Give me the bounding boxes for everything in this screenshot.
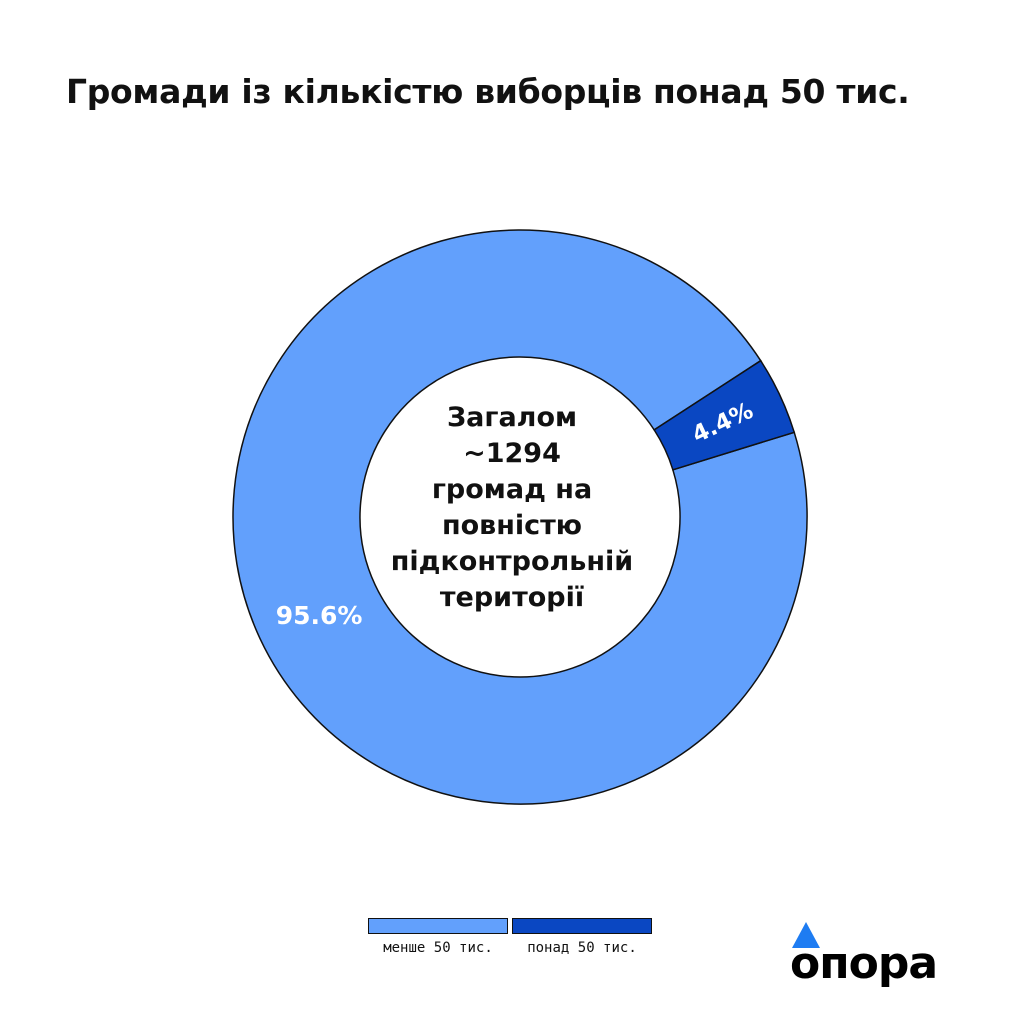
legend-label-more-50k: понад 50 тис. bbox=[527, 940, 637, 956]
opora-logo: опора bbox=[790, 920, 960, 990]
slice-more-50k bbox=[653, 359, 796, 471]
slice-label-less-50k: 95.6% bbox=[276, 601, 363, 630]
logo-text: опора bbox=[790, 938, 938, 989]
legend: менше 50 тис. понад 50 тис. bbox=[368, 918, 652, 956]
legend-swatch-less-50k bbox=[368, 918, 508, 934]
center-label-line: ~1294 bbox=[463, 438, 561, 469]
triangle-icon bbox=[792, 922, 820, 948]
center-label: Загалом ~1294 громад на повністю підконт… bbox=[372, 400, 652, 616]
legend-item-more-50k: понад 50 тис. bbox=[512, 918, 652, 956]
legend-item-less-50k: менше 50 тис. bbox=[368, 918, 508, 956]
legend-swatch-more-50k bbox=[512, 918, 652, 934]
center-label-line: Загалом bbox=[446, 402, 578, 433]
slice-less-50k bbox=[232, 229, 808, 805]
chart-title: Громади із кількістю виборців понад 50 т… bbox=[66, 72, 910, 111]
center-label-line: території bbox=[439, 582, 585, 613]
center-label-line: підконтрольній bbox=[390, 546, 634, 577]
center-label-line: громад на bbox=[431, 474, 593, 505]
legend-label-less-50k: менше 50 тис. bbox=[383, 940, 493, 956]
center-label-line: повністю bbox=[441, 510, 583, 541]
